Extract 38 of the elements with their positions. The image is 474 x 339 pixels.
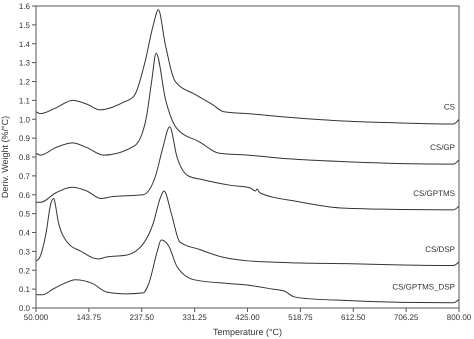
series-label: CS/GP: [430, 142, 455, 152]
y-axis-title: Deriv. Weight (%/°C): [0, 116, 10, 198]
y-tick-label: 0.1: [18, 285, 31, 294]
y-tick-label: 0.5: [18, 210, 31, 219]
line-series: [36, 126, 460, 210]
x-tick-label: 237.50: [130, 313, 155, 322]
y-tick-label: 1.4: [18, 40, 31, 49]
x-tick-label: 143.75: [76, 313, 102, 322]
line-series: [36, 240, 460, 304]
x-tick-label: 331.25: [182, 313, 208, 322]
x-tick-label: 50.000: [24, 313, 49, 322]
series-label: CS/GPTMS_DSP: [392, 282, 455, 292]
y-tick-label: 0.0: [18, 304, 31, 313]
x-tick-label: 706.25: [394, 313, 419, 322]
series-label: CS: [444, 102, 455, 112]
y-tick-label: 0.3: [18, 247, 31, 256]
x-axis-title: Temperature (°C): [212, 327, 282, 337]
y-tick-label: 1.5: [18, 20, 31, 30]
y-tick-label: 1.0: [18, 115, 31, 124]
y-tick-label: 1.3: [18, 58, 31, 68]
x-tick-label: 800.00: [446, 313, 472, 322]
y-tick-label: 1.2: [18, 78, 31, 86]
y-tick-label: 0.7: [18, 172, 31, 181]
line-series: [36, 52, 460, 165]
y-tick-label: 0.2: [18, 266, 31, 276]
series-label: CS/DSP: [425, 244, 455, 254]
line-series: [36, 9, 460, 124]
x-tick-label: 612.50: [341, 313, 366, 322]
y-tick-label: 0.4: [18, 228, 31, 238]
line-series: [36, 190, 460, 266]
y-tick-label: 0.9: [18, 134, 31, 144]
y-tick-label: 1.6: [18, 2, 31, 11]
series-label: CS/GPTMS: [413, 189, 455, 198]
x-tick-label: 425.00: [235, 313, 260, 322]
y-tick-label: 0.6: [18, 190, 31, 200]
y-tick-label: 1.1: [18, 96, 31, 106]
x-tick-label: 518.75: [288, 313, 314, 322]
y-tick-label: 0.8: [18, 153, 31, 162]
